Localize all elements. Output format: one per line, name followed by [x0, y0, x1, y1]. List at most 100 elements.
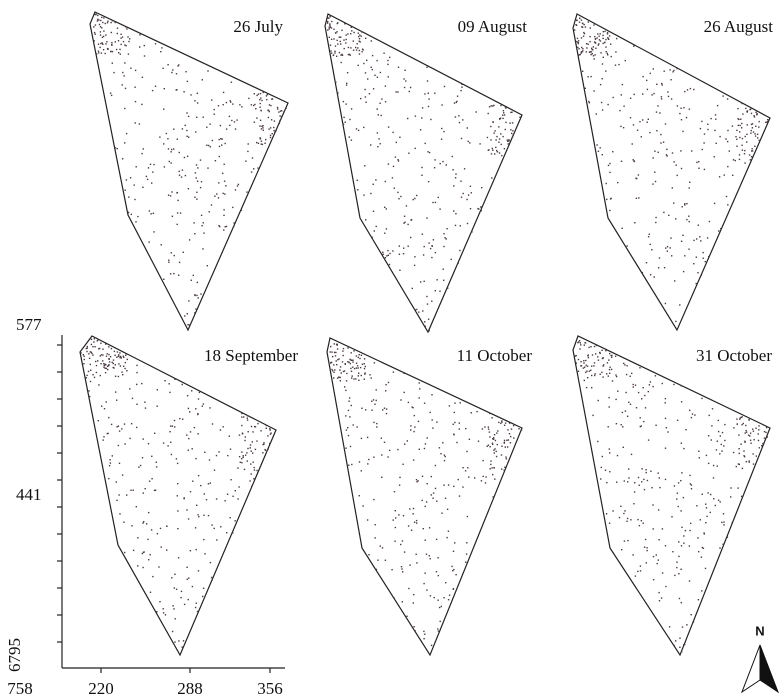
sample-point — [127, 36, 129, 38]
sample-point — [582, 22, 584, 25]
sample-point — [490, 460, 492, 462]
sample-point — [143, 521, 145, 523]
sample-point — [746, 141, 748, 143]
sample-point — [717, 430, 720, 433]
sample-point — [139, 34, 141, 36]
sample-point — [451, 155, 453, 158]
sample-point — [589, 51, 591, 53]
sample-point — [400, 543, 402, 546]
sample-point — [336, 348, 339, 350]
sample-point — [108, 353, 110, 356]
sample-point — [117, 40, 120, 42]
field-boundary — [79, 335, 277, 657]
sample-point — [634, 575, 637, 577]
sample-point — [402, 463, 404, 465]
sample-point — [716, 465, 718, 467]
sample-point — [361, 31, 363, 33]
sample-point — [238, 456, 241, 458]
sample-point — [682, 130, 684, 133]
sample-point — [463, 168, 466, 170]
sample-point — [746, 110, 749, 112]
sample-point — [416, 194, 418, 197]
sample-point — [721, 521, 723, 524]
sample-point — [170, 425, 172, 427]
sample-point — [100, 354, 103, 356]
sample-point — [748, 418, 750, 421]
sample-point — [500, 422, 502, 425]
sample-point — [139, 46, 141, 48]
sample-point — [413, 626, 415, 628]
sample-point — [490, 105, 492, 107]
sample-point — [409, 86, 412, 89]
sample-point — [250, 104, 253, 106]
sample-point — [646, 79, 648, 82]
sample-point — [732, 159, 735, 161]
sample-point — [637, 476, 640, 479]
sample-point — [646, 121, 648, 123]
sample-point — [398, 198, 400, 200]
sample-point — [580, 19, 583, 21]
sample-point — [632, 554, 634, 556]
sample-point — [482, 459, 484, 462]
sample-point — [183, 497, 185, 499]
sample-point — [327, 29, 329, 31]
sample-point — [443, 85, 446, 88]
sample-point — [413, 521, 416, 523]
sample-point — [151, 478, 153, 480]
sample-point — [675, 218, 677, 220]
sample-point — [160, 51, 162, 53]
sample-point — [346, 72, 349, 74]
sample-point — [262, 91, 264, 94]
sample-point — [109, 462, 112, 464]
sample-point — [389, 56, 391, 59]
sample-point — [161, 47, 163, 49]
sample-point — [259, 102, 261, 105]
sample-point — [422, 528, 424, 530]
sample-point — [200, 181, 203, 183]
sample-point — [246, 415, 249, 417]
sample-point — [606, 31, 609, 34]
sample-point — [652, 68, 654, 70]
sample-point — [270, 104, 272, 107]
sample-point — [356, 43, 358, 45]
sample-point — [214, 195, 216, 197]
sample-point — [398, 484, 401, 486]
sample-point — [116, 499, 118, 502]
sample-point — [367, 78, 369, 80]
sample-point — [766, 436, 768, 438]
sample-point — [329, 351, 331, 353]
sample-point — [385, 228, 388, 230]
sample-point — [453, 102, 456, 104]
sample-point — [222, 426, 224, 428]
sample-point — [339, 40, 341, 43]
sample-point — [194, 100, 196, 102]
sample-point — [335, 351, 337, 354]
sample-point — [684, 204, 686, 206]
sample-point — [342, 354, 344, 357]
north-arrow: N — [740, 623, 780, 694]
sample-point — [575, 354, 577, 357]
sample-point — [376, 108, 378, 110]
sample-point — [674, 280, 676, 282]
sample-point — [104, 22, 106, 25]
sample-point — [480, 206, 482, 208]
sample-point — [197, 514, 199, 516]
sample-point — [269, 134, 272, 137]
sample-point — [254, 425, 256, 428]
sample-point — [374, 74, 376, 76]
sample-point — [141, 382, 143, 385]
sample-point — [244, 436, 246, 438]
sample-point — [713, 498, 715, 500]
sample-point — [504, 466, 506, 468]
sample-point — [494, 130, 496, 132]
sample-point — [129, 437, 131, 440]
sample-point — [348, 464, 350, 466]
sample-point — [644, 538, 647, 541]
sample-point — [481, 187, 483, 189]
sample-point — [597, 440, 599, 443]
sample-point — [107, 20, 109, 22]
sample-point — [94, 24, 97, 26]
sample-point — [608, 35, 611, 37]
sample-point — [669, 69, 671, 71]
sample-point — [410, 529, 413, 531]
